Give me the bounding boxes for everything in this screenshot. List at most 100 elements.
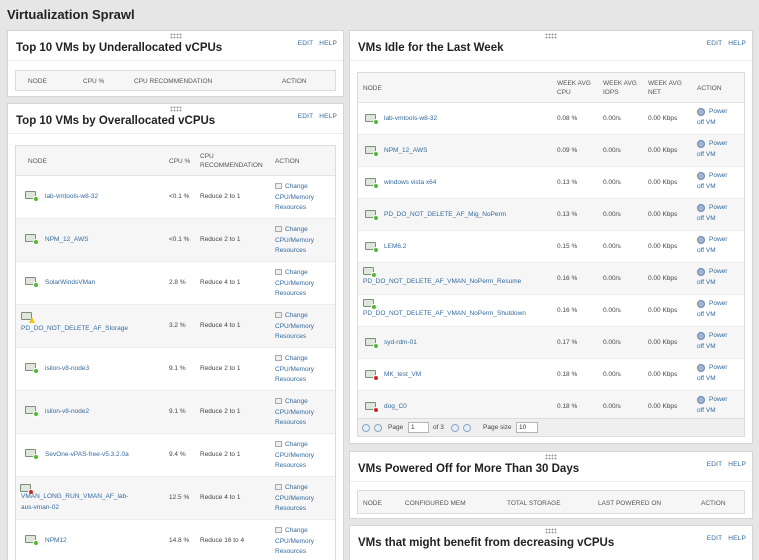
drag-handle-icon[interactable] (169, 106, 182, 112)
page-number-input[interactable] (408, 422, 429, 433)
table-row: VMAN_LONG_RUN_VMAN_AF_lab-aus-vman-02 12.… (16, 477, 335, 520)
panel-title: VMs Idle for the Last Week (358, 42, 504, 54)
vm-node-link[interactable]: PD_DO_NOT_DELETE_AF_Mig_NoPerm (384, 211, 507, 218)
first-page-button[interactable] (362, 424, 370, 432)
decreasing-vcpus-panel: VMs that might benefit from decreasing v… (349, 525, 753, 560)
vm-node-link[interactable]: PD_DO_NOT_DELETE_AF_VMAN_NoPerm_Shutdown (363, 310, 526, 317)
table-row: NPM12 14.8 % Reduce 16 to 4 Change CPU/Memor… (16, 520, 335, 560)
vm-status-icon (20, 484, 34, 495)
page-label: Page (388, 424, 404, 431)
drag-handle-icon[interactable] (169, 33, 182, 39)
vm-node-link[interactable]: VMAN_LONG_RUN_VMAN_AF_lab- (21, 493, 129, 500)
page-count-label: of 3 (433, 424, 444, 431)
week-avg-iops: 0.00/s (603, 179, 621, 186)
prev-page-button[interactable] (374, 424, 382, 432)
help-link[interactable]: HELP (319, 40, 337, 47)
vm-node-link[interactable]: NPM12 (45, 537, 67, 544)
power-off-vm-link[interactable]: Power off VM (697, 108, 728, 126)
vm-node-link[interactable]: MK_test_VM (384, 371, 422, 378)
change-resources-link[interactable]: Change CPU/Memory Resources (275, 398, 315, 426)
vm-node-link[interactable]: aus-vman-02 (21, 504, 59, 511)
power-off-vm-link[interactable]: Power off VM (697, 140, 728, 158)
power-icon (697, 236, 705, 244)
vm-node-link[interactable]: windows vista x64 (384, 179, 437, 186)
powered-off-table: NODE CONFIGURED MEM TOTAL STORAGE LAST P… (357, 490, 745, 514)
week-avg-iops: 0.00/s (603, 307, 621, 314)
help-link[interactable]: HELP (319, 113, 337, 120)
edit-link[interactable]: EDIT (706, 535, 723, 542)
power-off-vm-link[interactable]: Power off VM (697, 332, 728, 350)
power-icon (697, 364, 705, 372)
change-resources-link[interactable]: Change CPU/Memory Resources (275, 312, 315, 340)
power-icon (697, 396, 705, 404)
edit-link[interactable]: EDIT (706, 461, 723, 468)
vm-status-icon (365, 370, 379, 381)
vm-node-link[interactable]: LEM6.2 (384, 243, 407, 250)
power-off-vm-link[interactable]: Power off VM (697, 396, 728, 414)
vm-node-link[interactable]: lab-vmtools-w8-32 (384, 115, 438, 122)
powered-off-vms-panel: VMs Powered Off for More Than 30 Days ED… (349, 451, 753, 519)
vm-node-link[interactable]: NPM_12_AWS (384, 147, 428, 154)
change-resources-link[interactable]: Change CPU/Memory Resources (275, 441, 315, 469)
power-icon (697, 204, 705, 212)
vm-node-link[interactable]: dog_C0 (384, 403, 407, 410)
week-avg-net: 0.00 Kbps (648, 211, 678, 218)
power-off-vm-link[interactable]: Power off VM (697, 364, 728, 382)
edit-link[interactable]: EDIT (297, 113, 314, 120)
help-link[interactable]: HELP (728, 461, 746, 468)
drag-handle-icon[interactable] (545, 528, 557, 534)
help-link[interactable]: HELP (728, 40, 746, 47)
last-page-button[interactable] (463, 424, 471, 432)
table-row: MK_test_VM 0.18 % 0.00/s 0.00 Kbps Power off … (358, 359, 744, 391)
week-avg-net: 0.00 Kbps (648, 275, 678, 282)
change-resources-icon (275, 484, 282, 490)
cpu-recommendation: Reduce 2 to 1 (200, 236, 241, 243)
power-off-vm-link[interactable]: Power off VM (697, 300, 728, 318)
vm-node-link[interactable]: isilon-v8-node3 (45, 365, 90, 372)
vm-node-link[interactable]: SevOne-vPAS-free-v5.3.2.0a (45, 451, 129, 458)
vm-node-link[interactable]: lab-vmtools-w8-32 (45, 193, 99, 200)
vm-node-link[interactable]: SolarWindsVMan (45, 279, 96, 286)
vm-node-link[interactable]: syd-rdm-01 (384, 339, 417, 346)
vm-status-icon (365, 338, 379, 349)
vm-node-link[interactable]: NPM_12_AWS (45, 236, 89, 243)
power-off-vm-link[interactable]: Power off VM (697, 236, 728, 254)
change-resources-link[interactable]: Change CPU/Memory Resources (275, 527, 315, 555)
vm-status-icon (365, 210, 379, 221)
next-page-button[interactable] (451, 424, 459, 432)
cpu-percent: <0.1 % (169, 236, 190, 243)
panel-title: Top 10 VMs by Underallocated vCPUs (16, 42, 223, 54)
vm-node-link[interactable]: isilon-v8-node2 (45, 408, 90, 415)
power-off-vm-link[interactable]: Power off VM (697, 172, 728, 190)
week-avg-net: 0.00 Kbps (648, 147, 678, 154)
cpu-percent: 2.8 % (169, 279, 186, 286)
cpu-recommendation: Reduce 2 to 1 (200, 193, 241, 200)
change-resources-link[interactable]: Change CPU/Memory Resources (275, 484, 315, 512)
edit-link[interactable]: EDIT (297, 40, 314, 47)
help-link[interactable]: HELP (728, 535, 746, 542)
change-resources-link[interactable]: Change CPU/Memory Resources (275, 269, 315, 297)
panel-title: Top 10 VMs by Overallocated vCPUs (16, 115, 216, 127)
table-row: PD_DO_NOT_DELETE_AF_VMAN_NoPerm_Shutdown… (358, 295, 744, 327)
page-size-input[interactable] (516, 422, 538, 433)
drag-handle-icon[interactable] (545, 454, 557, 460)
change-resources-link[interactable]: Change CPU/Memory Resources (275, 355, 315, 383)
power-off-vm-link[interactable]: Power off VM (697, 268, 728, 286)
change-resources-link[interactable]: Change CPU/Memory Resources (275, 226, 315, 254)
week-avg-cpu: 0.13 % (557, 179, 578, 186)
column-header-cpu: CPU % (169, 158, 191, 165)
vm-node-link[interactable]: PD_DO_NOT_DELETE_AF_VMAN_NoPerm_Resume (363, 278, 522, 285)
vm-status-icon (365, 242, 379, 253)
vm-status-icon (25, 363, 39, 374)
vm-node-link[interactable]: PD_DO_NOT_DELETE_AF_Storage (21, 325, 128, 332)
cpu-recommendation: Reduce 2 to 1 (200, 408, 241, 415)
vm-status-icon (365, 114, 379, 125)
column-header-total-storage: TOTAL STORAGE (507, 500, 561, 507)
edit-link[interactable]: EDIT (706, 40, 723, 47)
drag-handle-icon[interactable] (545, 33, 557, 39)
table-row: syd-rdm-01 0.17 % 0.00/s 0.00 Kbps Power off … (358, 327, 744, 359)
power-off-vm-link[interactable]: Power off VM (697, 204, 728, 222)
cpu-percent: <0.1 % (169, 193, 190, 200)
underallocated-table: NODE CPU % CPU RECOMMENDATION ACTION (15, 70, 336, 91)
change-resources-link[interactable]: Change CPU/Memory Resources (275, 183, 315, 211)
